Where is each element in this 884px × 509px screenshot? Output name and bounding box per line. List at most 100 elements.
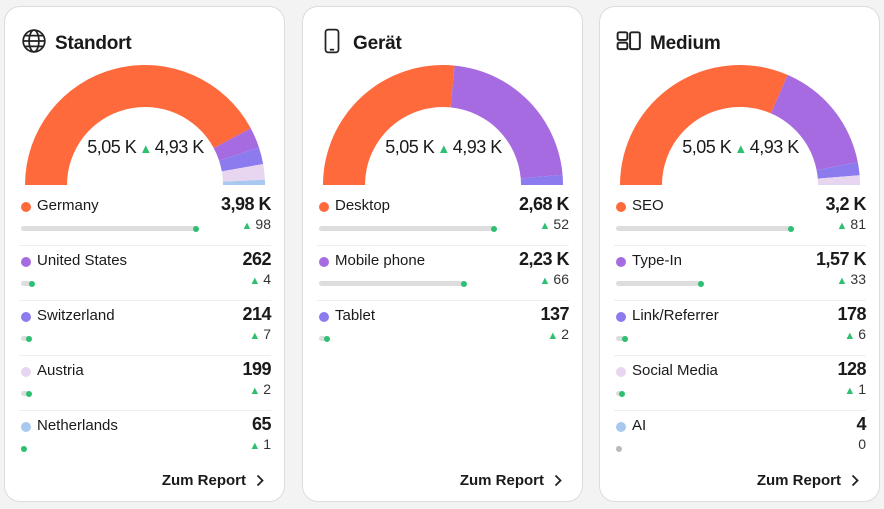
item-label: Social Media bbox=[632, 362, 718, 379]
gauge-segment-0[interactable] bbox=[620, 64, 788, 185]
legend-dot bbox=[616, 257, 626, 267]
item-delta: ▲ 2 bbox=[249, 381, 271, 397]
progress-bar bbox=[21, 445, 27, 452]
item-value: 3,2 K bbox=[825, 194, 866, 214]
item-label: Mobile phone bbox=[335, 252, 426, 269]
chevron-right-icon bbox=[851, 474, 859, 487]
gauge-segment-2[interactable] bbox=[816, 162, 860, 179]
item-value: 2,68 K bbox=[518, 194, 570, 214]
item-delta: ▲ 98 bbox=[241, 216, 271, 232]
list-item[interactable]: Link/Referrer 178 ▲ 6 bbox=[614, 301, 866, 356]
legend-dot bbox=[319, 257, 329, 267]
legend-dot bbox=[21, 202, 31, 212]
item-label: Link/Referrer bbox=[632, 307, 719, 324]
item-delta: ▲ 1 bbox=[249, 436, 271, 452]
item-value: 137 bbox=[540, 304, 569, 324]
item-delta: ▲ 66 bbox=[539, 271, 569, 287]
report-link[interactable]: Zum Report bbox=[757, 472, 859, 489]
legend-dot bbox=[21, 367, 31, 377]
item-list: Desktop 2,68 K ▲ 52 Mobile phone 2,23 K ▲… bbox=[317, 191, 570, 356]
globe-icon bbox=[21, 27, 47, 60]
item-label: Desktop bbox=[335, 197, 391, 214]
list-item[interactable]: Social Media 128 ▲ 1 bbox=[614, 356, 866, 411]
card-gerät: Gerät 5,05 K ▲ 4,93 K Desktop 2,68 K ▲ 52 M… bbox=[302, 6, 583, 502]
card-title: Medium bbox=[650, 32, 721, 54]
item-delta: ▲ 6 bbox=[844, 326, 866, 342]
progress-bar bbox=[21, 390, 32, 397]
item-value: 214 bbox=[242, 304, 271, 324]
trend-up-icon: ▲ bbox=[836, 275, 848, 287]
legend-dot bbox=[21, 312, 31, 322]
item-value: 2,23 K bbox=[518, 249, 570, 269]
gauge-segment-0[interactable] bbox=[25, 64, 251, 185]
list-item[interactable]: United States 262 ▲ 4 bbox=[19, 246, 271, 301]
item-value: 199 bbox=[242, 359, 271, 379]
item-label: Switzerland bbox=[37, 307, 115, 324]
trend-up-icon: ▲ bbox=[437, 141, 450, 156]
trend-up-icon: ▲ bbox=[844, 330, 856, 342]
progress-bar bbox=[616, 445, 622, 452]
trend-up-icon: ▲ bbox=[734, 141, 747, 156]
item-delta: ▲ 81 bbox=[836, 216, 866, 232]
item-label: Tablet bbox=[335, 307, 376, 324]
gauge-chart bbox=[323, 64, 563, 185]
smartphone-icon bbox=[319, 27, 345, 60]
list-item[interactable]: Austria 199 ▲ 2 bbox=[19, 356, 271, 411]
gauge-segment-4[interactable] bbox=[222, 179, 265, 185]
progress-bar bbox=[616, 280, 705, 287]
progress-bar bbox=[616, 225, 794, 232]
list-item[interactable]: Type-In 1,57 K ▲ 33 bbox=[614, 246, 867, 301]
list-item[interactable]: Mobile phone 2,23 K ▲ 66 bbox=[317, 246, 570, 301]
chevron-right-icon bbox=[256, 474, 264, 487]
gauge-chart bbox=[620, 64, 860, 185]
legend-dot bbox=[616, 367, 626, 377]
item-label: SEO bbox=[632, 197, 664, 214]
gauge-segment-2[interactable] bbox=[520, 174, 563, 185]
progress-bar bbox=[21, 280, 35, 287]
legend-dot bbox=[319, 202, 329, 212]
card-title: Standort bbox=[55, 32, 132, 54]
list-item[interactable]: Netherlands 65 ▲ 1 bbox=[19, 411, 272, 466]
list-item[interactable]: Switzerland 214 ▲ 7 bbox=[19, 301, 271, 356]
card-header: Gerät bbox=[319, 27, 402, 60]
gauge-segment-0[interactable] bbox=[323, 64, 455, 185]
trend-up-icon: ▲ bbox=[241, 220, 253, 232]
card-header: Standort bbox=[21, 27, 132, 60]
progress-bar bbox=[616, 390, 626, 397]
list-item[interactable]: Desktop 2,68 K ▲ 52 bbox=[317, 191, 570, 246]
gauge-segment-1[interactable] bbox=[213, 128, 259, 161]
gauge-segment-3[interactable] bbox=[817, 175, 860, 185]
trend-up-icon: ▲ bbox=[547, 330, 559, 342]
gauge-segment-3[interactable] bbox=[221, 164, 265, 182]
progress-bar bbox=[319, 225, 497, 232]
gauge-segment-1[interactable] bbox=[450, 65, 563, 179]
item-delta: ▲ 1 bbox=[844, 381, 866, 397]
progress-bar bbox=[21, 225, 199, 232]
trend-up-icon: ▲ bbox=[539, 275, 551, 287]
card-title: Gerät bbox=[353, 32, 402, 54]
item-label: AI bbox=[632, 417, 647, 434]
legend-dot bbox=[616, 422, 626, 432]
item-value: 65 bbox=[251, 414, 272, 434]
gauge-segment-1[interactable] bbox=[770, 74, 858, 171]
chevron-right-icon bbox=[554, 474, 562, 487]
progress-bar bbox=[319, 335, 330, 342]
item-list: SEO 3,2 K ▲ 81 Type-In 1,57 K ▲ 33 Link/Re… bbox=[614, 191, 867, 466]
gauge-segment-2[interactable] bbox=[219, 147, 264, 172]
item-delta: ▲ 7 bbox=[249, 326, 271, 342]
trend-up-icon: ▲ bbox=[249, 330, 261, 342]
list-item[interactable]: Tablet 137 ▲ 2 bbox=[317, 301, 569, 356]
list-item[interactable]: SEO 3,2 K ▲ 81 bbox=[614, 191, 866, 246]
trend-up-icon: ▲ bbox=[139, 141, 152, 156]
item-delta: ▲ 4 bbox=[249, 271, 271, 287]
item-value: 4 bbox=[856, 414, 866, 434]
report-link[interactable]: Zum Report bbox=[162, 472, 264, 489]
item-value: 178 bbox=[837, 304, 866, 324]
report-link[interactable]: Zum Report bbox=[460, 472, 562, 489]
list-item[interactable]: AI 4 0 bbox=[614, 411, 866, 466]
item-delta: 0 bbox=[858, 436, 866, 452]
list-item[interactable]: Germany 3,98 K ▲ 98 bbox=[19, 191, 272, 246]
item-delta: ▲ 52 bbox=[539, 216, 569, 232]
card-header: Medium bbox=[616, 27, 721, 60]
item-value: 128 bbox=[837, 359, 866, 379]
